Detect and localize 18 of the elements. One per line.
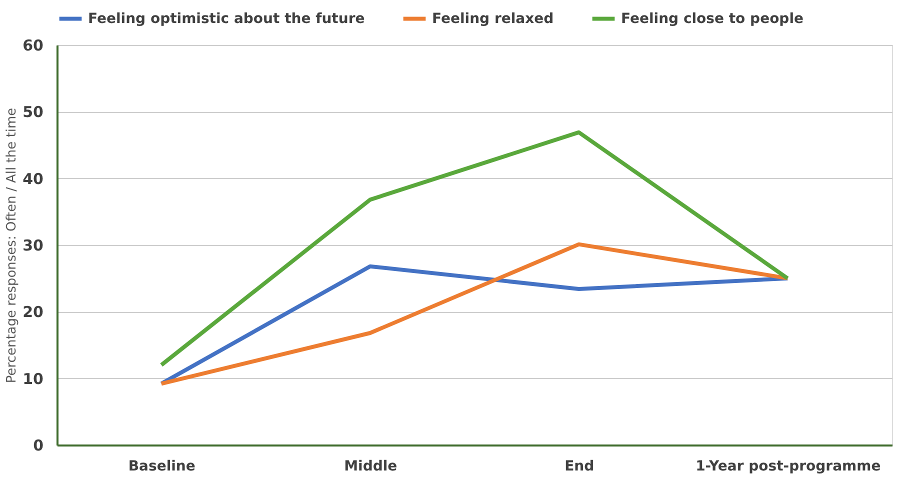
x-tick-label: 1-Year post-programme: [696, 458, 881, 474]
legend-label: Feeling optimistic about the future: [88, 10, 365, 27]
x-tick-label: Middle: [344, 458, 398, 474]
x-tick-label: End: [564, 458, 594, 474]
legend-label: Feeling relaxed: [432, 10, 554, 27]
x-tick-label: Baseline: [128, 458, 196, 474]
y-tick-label: 50: [22, 103, 44, 122]
line-series: [159, 242, 790, 386]
y-tick-label: 10: [22, 370, 44, 388]
y-axis-title: Percentage responses: Often / All the time: [4, 108, 20, 384]
y-tick-label: 20: [22, 303, 44, 322]
y-tick-label: 60: [22, 36, 44, 54]
legend-label: Feeling close to people: [621, 10, 804, 27]
y-tick-label: 30: [22, 236, 44, 254]
line-series: [159, 130, 790, 367]
y-tick-label: 0: [33, 436, 44, 454]
line-series: [159, 264, 790, 386]
y-tick-label: 40: [22, 170, 44, 188]
